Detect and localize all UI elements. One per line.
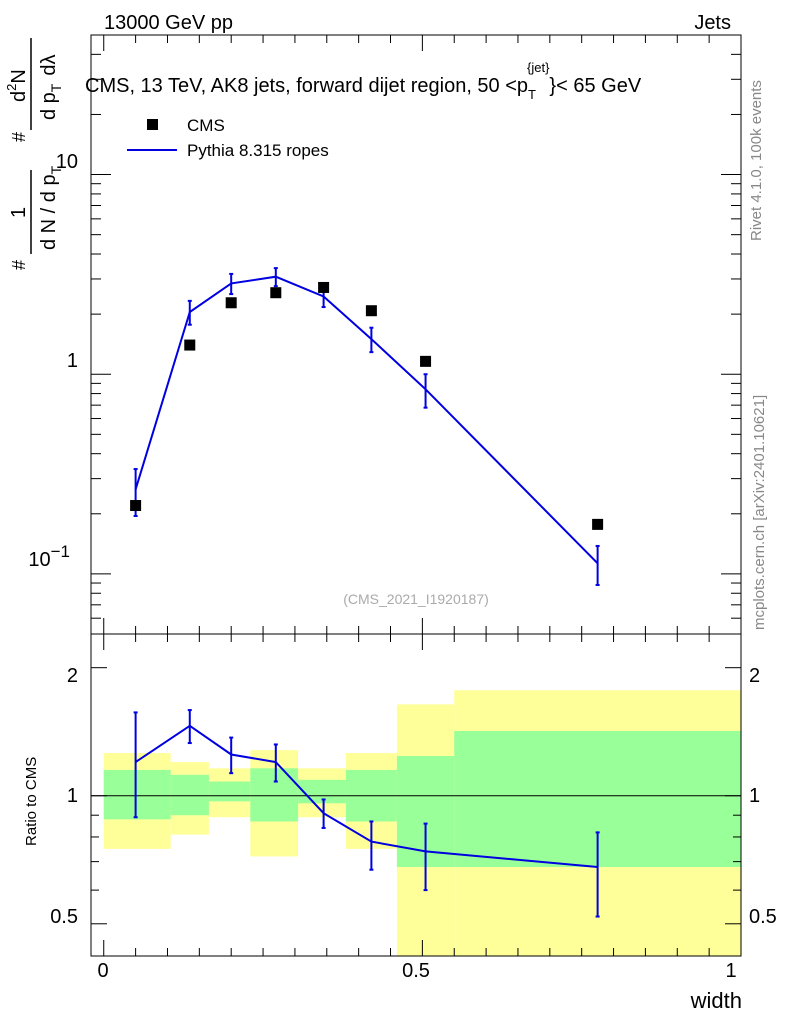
main-ytick-label-0.1-base: 10 (28, 549, 50, 571)
xtick-label-1: 1 (725, 960, 736, 982)
cms-data-point (270, 287, 282, 299)
cms-data-point (318, 281, 330, 293)
xtick-label-0: 0 (97, 960, 108, 982)
main-ytick-label-10: 10 (56, 151, 78, 173)
main-data-marks (130, 267, 604, 586)
ratio-ytick-label-2-left: 2 (67, 665, 78, 687)
cms-data-point (225, 297, 237, 309)
main-ytick-label-0.1: 10−1 (28, 542, 70, 571)
main-ytick-label-1: 1 (67, 350, 78, 372)
ratio-x-ticks (103, 634, 742, 956)
title-pre: CMS, 13 TeV, AK8 jets, forward dijet reg… (85, 75, 528, 97)
ratio-ytick-label-0.5-left: 0.5 (50, 906, 78, 928)
header-right: Jets (694, 12, 731, 34)
ratio-band-green (250, 768, 299, 822)
ylabel-numerator: d2N (4, 69, 30, 102)
ylabel-numerator-d: d (8, 91, 30, 102)
ylabel-one: 1 (8, 207, 30, 218)
ylabel-dpt-t: T (48, 83, 64, 92)
cms-data-point (365, 305, 377, 317)
ratio-ytick-label-2-right: 2 (749, 665, 760, 687)
legend-label-pythia: Pythia 8.315 ropes (187, 141, 329, 160)
xtick-label-0.5: 0.5 (402, 960, 430, 982)
cms-data-point (184, 339, 196, 351)
ylabel-hash-1: # (9, 260, 29, 270)
ylabel-hash-2: # (9, 132, 29, 142)
title-sup: {jet} (527, 60, 550, 75)
ratio-ytick-label-1-right: 1 (749, 785, 760, 807)
main-x-ticks (103, 35, 742, 634)
ratio-y-label: Ratio to CMS (23, 757, 40, 846)
cms-data-point (592, 518, 604, 530)
main-panel: 10−1 1 10 CMS, 13 TeV, AK8 jets, forward… (4, 34, 742, 635)
pythia-line (134, 275, 599, 565)
cms-data-point (130, 500, 142, 512)
x-axis-label: width (690, 988, 742, 1013)
ratio-data-marks (133, 709, 600, 918)
ratio-ytick-label-0.5-right: 0.5 (749, 906, 777, 928)
legend: CMS Pythia 8.315 ropes (127, 116, 329, 160)
cms-data-point (420, 355, 432, 367)
ylabel-denominator-text: d N / d p (38, 174, 60, 250)
ratio-y-ticks (91, 667, 741, 925)
rivet-label: Rivet 4.1.0, 100k events (748, 80, 765, 241)
ratio-ytick-label-1-left: 1 (67, 785, 78, 807)
ylabel-numerator-two: 2 (4, 84, 19, 91)
ylabel-dpt: d pTdλ (38, 55, 64, 121)
ratio-band-green (170, 774, 209, 816)
ratio-band-green (208, 781, 251, 802)
main-ytick-label-0.1-exponent: −1 (51, 542, 70, 561)
mcplots-label: mcplots.cern.ch [arXiv:2401.10621] (751, 395, 768, 630)
analysis-watermark: (CMS_2021_I1920187) (343, 591, 489, 607)
header-left: 13000 GeV pp (104, 12, 233, 34)
title-post: }< 65 GeV (549, 75, 641, 97)
ratio-uncertainty-bands (103, 690, 741, 956)
ratio-band-green (103, 769, 171, 820)
ylabel-denominator: d N / d pT (38, 165, 64, 250)
chart-title: CMS, 13 TeV, AK8 jets, forward dijet reg… (85, 60, 642, 102)
ratio-panel: 2 1 0.5 2 1 0.5 Ratio to CMS 0 0.5 1 wid… (23, 633, 777, 1013)
legend-label-cms: CMS (187, 116, 225, 135)
ylabel-dlambda: dλ (38, 55, 60, 76)
legend-marker-cms (147, 119, 158, 130)
ylabel-denominator-t: T (48, 165, 64, 174)
ylabel-dpt-text: d p (38, 92, 60, 120)
ylabel-numerator-n: N (8, 69, 30, 83)
main-y-label: # 1 d N / d pT # d2N d pTdλ (4, 38, 64, 270)
title-sub: T (528, 87, 536, 102)
main-y-ticks (91, 34, 741, 635)
ratio-pythia-line (135, 724, 598, 868)
ratio-plot-frame (90, 633, 742, 957)
